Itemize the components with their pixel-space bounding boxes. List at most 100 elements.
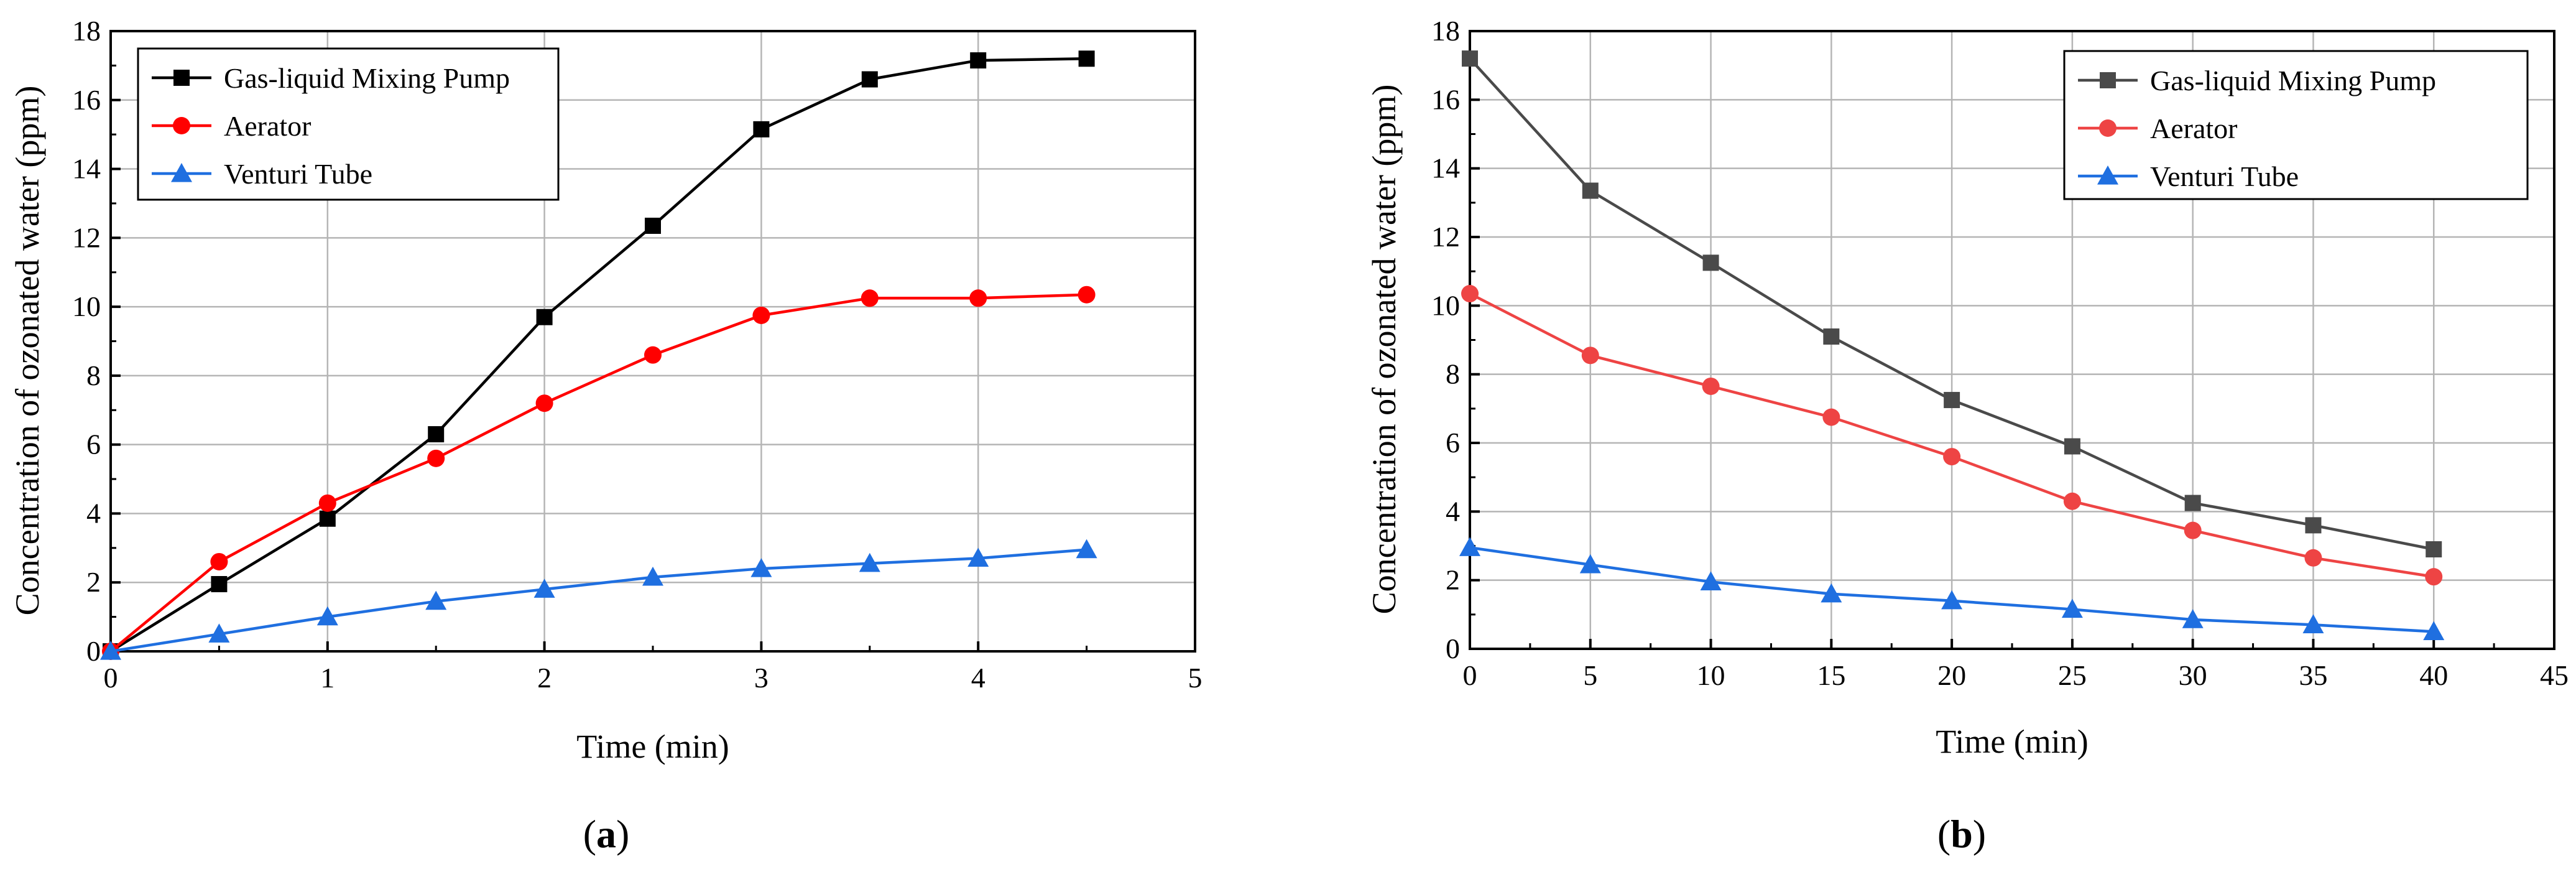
data-point [2184, 521, 2202, 539]
legend-item: Gas-liquid Mixing Pump [2078, 65, 2436, 96]
caption-letter: a [596, 812, 616, 856]
data-point [750, 558, 772, 577]
data-point [642, 566, 663, 586]
data-point [210, 552, 228, 570]
legend-item: Venturi Tube [2078, 160, 2299, 192]
x-tick-label: 35 [2299, 659, 2327, 691]
x-tick-label: 1 [320, 662, 335, 694]
x-tick-label: 4 [971, 662, 986, 694]
y-tick-label: 18 [72, 15, 101, 47]
y-tick-label: 4 [1446, 495, 1460, 527]
x-axis-title: Time (min) [576, 728, 729, 765]
legend-label: Gas-liquid Mixing Pump [2150, 65, 2436, 96]
caption-letter: b [1950, 812, 1973, 856]
data-point [2061, 598, 2083, 618]
data-point [1822, 408, 1840, 426]
data-point [1459, 537, 1480, 556]
data-point [1943, 448, 1961, 466]
y-tick-label: 4 [86, 497, 101, 529]
y-tick-label: 16 [72, 84, 101, 116]
data-point [1579, 554, 1601, 574]
caption-open-paren: ( [583, 812, 596, 856]
legend-item: Aerator [152, 110, 311, 142]
legend-label: Venturi Tube [2150, 160, 2299, 192]
data-point [2425, 568, 2443, 586]
series-line [109, 293, 1087, 653]
data-point [2423, 621, 2445, 641]
data-point [208, 623, 230, 643]
data-point [535, 394, 553, 412]
y-tick-label: 0 [1446, 633, 1460, 664]
x-tick-label: 5 [1583, 659, 1597, 691]
panel-caption: (a) [583, 812, 630, 856]
legend-label: Aerator [2150, 113, 2237, 144]
legend-item: Venturi Tube [152, 158, 372, 190]
data-point [2063, 492, 2081, 510]
x-tick-label: 10 [1697, 659, 1725, 691]
data-point [1461, 285, 1479, 303]
x-tick-label: 45 [2540, 659, 2569, 691]
data-point [1700, 571, 1722, 591]
data-point [428, 426, 445, 443]
panel-caption: (b) [1937, 812, 1986, 856]
data-point [2426, 541, 2442, 558]
data-point [1078, 286, 1096, 304]
y-tick-label: 14 [1431, 152, 1460, 184]
legend: Gas-liquid Mixing Pump Aerator Venturi Tub… [2063, 50, 2529, 200]
y-tick-label: 16 [1431, 83, 1460, 115]
data-point [644, 346, 662, 364]
y-tick-label: 0 [86, 635, 101, 667]
data-point [1823, 328, 1840, 345]
data-point [2305, 517, 2322, 534]
series-line [109, 57, 1087, 653]
x-tick-label: 3 [754, 662, 769, 694]
caption-close-paren: ) [616, 812, 629, 856]
legend-marker [173, 70, 190, 86]
series-venturi-tube [1459, 537, 2445, 641]
data-point [752, 306, 770, 324]
data-point [319, 510, 336, 527]
data-point [970, 52, 987, 69]
series-gas-liquid-mixing-pump [1462, 50, 2442, 558]
data-point [1821, 583, 1842, 603]
legend-label: Aerator [224, 110, 311, 142]
data-point [969, 289, 987, 307]
x-tick-label: 0 [1463, 659, 1477, 691]
data-point [1581, 346, 1599, 365]
y-tick-label: 8 [86, 360, 101, 391]
data-point [2182, 609, 2204, 628]
x-tick-label: 2 [537, 662, 552, 694]
legend-item: Gas-liquid Mixing Pump [152, 62, 510, 94]
y-tick-label: 14 [72, 153, 101, 185]
chart-panel-b: 0 5 10 15 20 25 30 35 40 45 0 2 4 6 8 10 12 14 16 18 Time (m… [1365, 15, 2569, 856]
legend-item: Aerator [2078, 113, 2237, 144]
data-point [1944, 392, 1960, 409]
y-tick-label: 6 [86, 429, 101, 460]
caption-close-paren: ) [1973, 812, 1986, 856]
data-point [316, 606, 338, 626]
data-point [645, 217, 661, 234]
x-tick-label: 5 [1188, 662, 1203, 694]
data-point [861, 289, 879, 307]
data-point [753, 121, 770, 137]
legend-label: Venturi Tube [224, 158, 372, 190]
data-point [2304, 549, 2322, 567]
data-point [1941, 590, 1963, 610]
legend-box [2063, 50, 2529, 200]
y-tick-label: 18 [1431, 15, 1460, 47]
data-point [2184, 495, 2201, 511]
data-point [2302, 614, 2324, 633]
data-point [100, 641, 121, 660]
legend-label: Gas-liquid Mixing Pump [224, 62, 510, 94]
data-point [859, 552, 880, 572]
y-tick-label: 2 [86, 566, 101, 598]
legend-marker [2100, 72, 2116, 88]
data-point [536, 309, 553, 325]
legend-marker [2097, 165, 2118, 185]
data-point [2064, 438, 2080, 455]
x-tick-label: 25 [2058, 659, 2087, 691]
legend-marker [2099, 119, 2117, 137]
y-axis-title: Concentration of ozonated water (ppm) [1365, 85, 1403, 615]
